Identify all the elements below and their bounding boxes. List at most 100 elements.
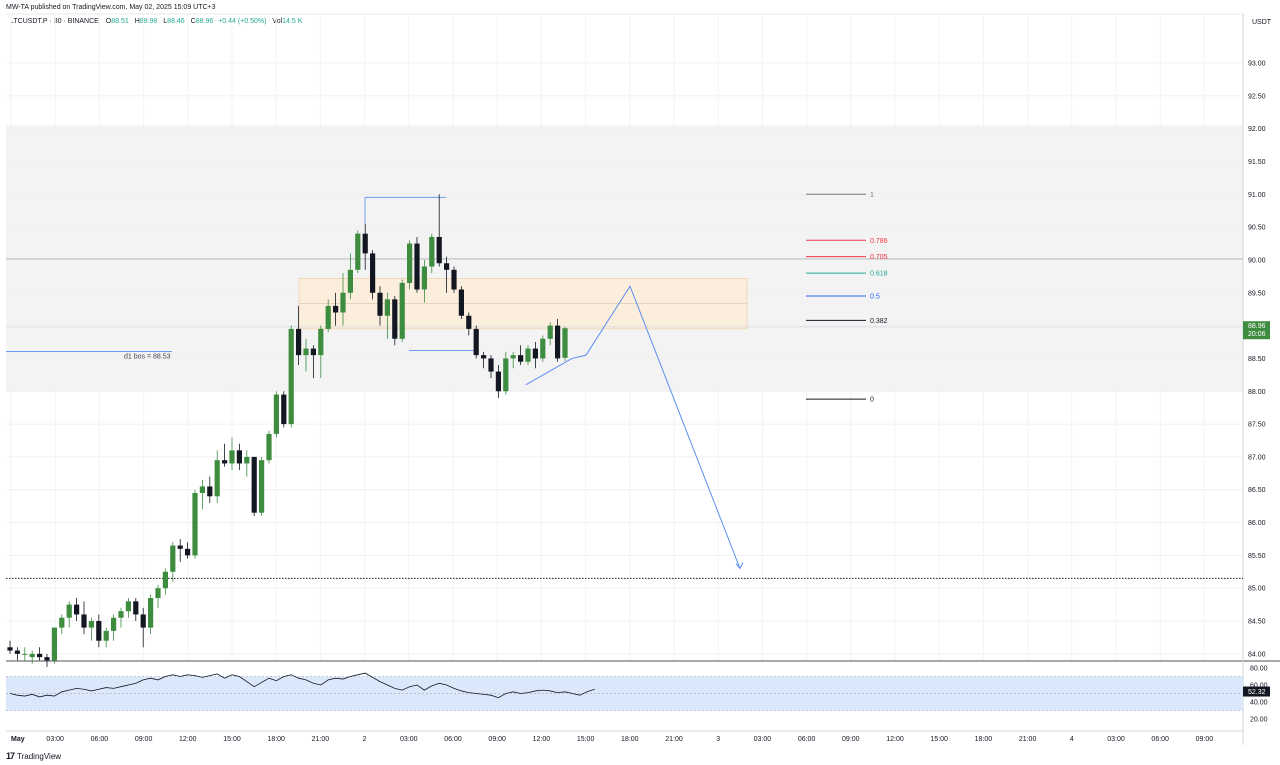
candle-body[interactable] [81, 614, 87, 628]
candle-body[interactable] [303, 348, 309, 356]
candle-body[interactable] [532, 348, 538, 359]
time-tick-label: 15:00 [577, 736, 595, 743]
projection-path[interactable] [525, 285, 741, 569]
candle-body[interactable] [555, 325, 561, 359]
symbol-label[interactable]: LTCUSDT.P · 30 · BINANCE [10, 18, 99, 25]
candle-body[interactable] [429, 236, 435, 267]
candle-body[interactable] [44, 657, 50, 661]
candle-body[interactable] [525, 348, 531, 362]
candle-body[interactable] [436, 236, 442, 264]
candle-body[interactable] [192, 493, 198, 556]
candle-body[interactable] [377, 292, 383, 316]
candle-body[interactable] [370, 253, 376, 293]
candle-body[interactable] [59, 617, 65, 628]
candle-body[interactable] [133, 601, 139, 615]
candle-body[interactable] [51, 627, 57, 661]
candle-body[interactable] [392, 299, 398, 339]
time-tick-label: 21:00 [1019, 736, 1037, 743]
candle-body[interactable] [66, 604, 72, 618]
candle-body[interactable] [362, 233, 368, 254]
time-tick-label: 12:00 [179, 736, 197, 743]
time-tick-label: 06:00 [798, 736, 816, 743]
candle-body[interactable] [266, 433, 272, 461]
tradingview-footer[interactable]: 17 TradingView [6, 751, 61, 761]
tradingview-brand: TradingView [17, 751, 62, 761]
candle-body[interactable] [503, 358, 509, 392]
candle-body[interactable] [384, 299, 390, 316]
tradingview-logo: 17 [6, 751, 15, 761]
rsi-tick-label: 80.00 [1250, 666, 1268, 673]
candle-body[interactable] [125, 601, 131, 612]
candle-body[interactable] [199, 486, 205, 494]
candle-body[interactable] [7, 647, 13, 651]
candle-body[interactable] [310, 348, 316, 356]
rsi-line[interactable] [9, 672, 595, 699]
candle-body[interactable] [466, 315, 472, 329]
close-value: 88.96 [195, 18, 214, 25]
candle-body[interactable] [37, 653, 43, 658]
candle-body[interactable] [236, 450, 242, 464]
candle-body[interactable] [495, 371, 501, 392]
candle-body[interactable] [170, 545, 176, 572]
candle-body[interactable] [244, 456, 250, 464]
candle-body[interactable] [185, 548, 191, 556]
candle-body[interactable] [251, 456, 257, 513]
candle-body[interactable] [562, 328, 568, 358]
candle-body[interactable] [22, 653, 28, 655]
candle-body[interactable] [333, 305, 339, 313]
candle-body[interactable] [259, 460, 265, 513]
candle-body[interactable] [325, 305, 331, 329]
candle-body[interactable] [518, 355, 524, 362]
candle-body[interactable] [347, 269, 353, 293]
candle-body[interactable] [407, 243, 413, 283]
price-tick-label: 86.00 [1248, 520, 1266, 527]
candle-body[interactable] [421, 266, 427, 290]
candle-body[interactable] [473, 328, 479, 356]
time-tick-label: 4 [1070, 736, 1074, 743]
candle-body[interactable] [318, 328, 324, 356]
current-price-tag [1243, 321, 1270, 340]
candle-body[interactable] [399, 282, 405, 339]
candle-body[interactable] [510, 355, 516, 359]
candle-body[interactable] [458, 289, 464, 316]
candle-body[interactable] [229, 450, 235, 464]
candle-body[interactable] [155, 588, 161, 599]
price-tick-label: 89.50 [1248, 290, 1266, 297]
time-tick-label: 03:00 [400, 736, 418, 743]
candle-body[interactable] [281, 394, 287, 425]
countdown-label: 20:06 [1248, 331, 1266, 338]
candle-body[interactable] [273, 394, 279, 434]
candle-body[interactable] [488, 358, 494, 372]
candle-body[interactable] [540, 338, 546, 359]
candle-body[interactable] [340, 292, 346, 313]
time-tick-label: 06:00 [1151, 736, 1169, 743]
candle-body[interactable] [355, 233, 361, 270]
change-value: +0.44 (+0.50%) [218, 18, 267, 25]
candle-body[interactable] [222, 460, 228, 464]
candle-body[interactable] [162, 571, 168, 589]
candle-body[interactable] [214, 460, 220, 497]
candle-body[interactable] [444, 263, 450, 270]
candle-body[interactable] [88, 621, 94, 628]
fib-label: 0.618 [870, 271, 888, 278]
price-tick-label: 84.00 [1248, 651, 1266, 658]
candle-body[interactable] [14, 650, 20, 654]
currency-label: USDT [1252, 19, 1272, 26]
candle-body[interactable] [140, 614, 146, 628]
candle-body[interactable] [148, 598, 154, 628]
candle-body[interactable] [288, 328, 294, 425]
candle-body[interactable] [296, 328, 302, 356]
candle-body[interactable] [103, 630, 109, 641]
candle-body[interactable] [547, 325, 553, 339]
candle-body[interactable] [414, 243, 420, 290]
candle-body[interactable] [29, 653, 35, 658]
candle-body[interactable] [118, 611, 124, 618]
candle-body[interactable] [74, 604, 80, 615]
candle-body[interactable] [481, 355, 487, 359]
candle-body[interactable] [177, 545, 183, 549]
candle-body[interactable] [451, 269, 457, 290]
candle-body[interactable] [96, 621, 102, 641]
candle-body[interactable] [207, 486, 213, 497]
candle-body[interactable] [111, 617, 117, 631]
